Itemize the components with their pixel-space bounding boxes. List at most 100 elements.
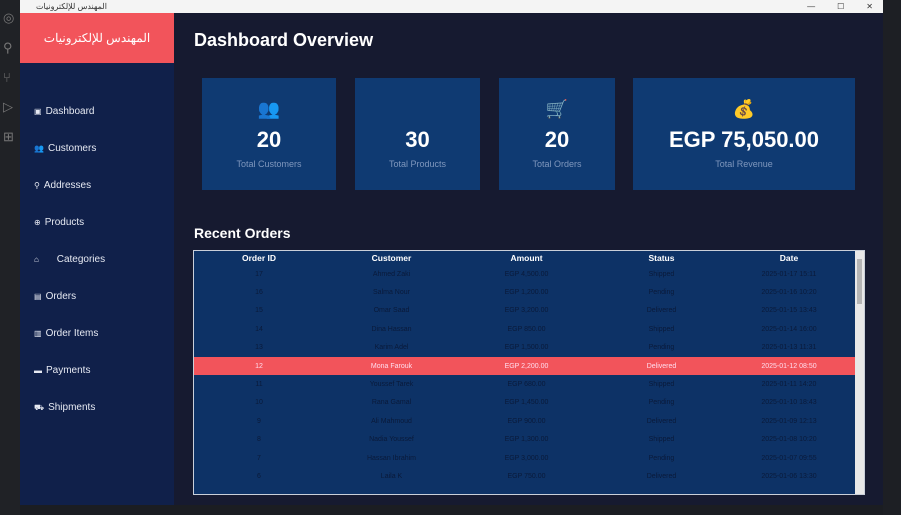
editor-activity-bar: ◎ ⚲ ⑂ ▷ ⊞ [0, 0, 20, 515]
table-row[interactable]: 14 Dina Hassan EGP 850.00 Shipped 2025-01-14… [194, 320, 864, 338]
table-cell: 17 [255, 270, 263, 278]
table-cell: Delivered [646, 362, 677, 370]
table-cell: 2025-01-13 11:31 [761, 344, 817, 352]
close-button[interactable]: ✕ [866, 2, 873, 11]
table-cell: EGP 1,200.00 [504, 289, 549, 297]
sidebar-item-label: Payments [46, 365, 91, 376]
sidebar-item-shipments[interactable]: ⛟ Shipments [20, 389, 174, 426]
column-header[interactable]: Status [648, 253, 675, 263]
table-cell: 8 [257, 436, 261, 444]
table-cell: 13 [255, 344, 263, 352]
stat-card: 🛒 20 Total Orders [499, 78, 615, 190]
table-cell: EGP 850.00 [507, 325, 546, 333]
table-row[interactable]: 8 Nadia Youssef EGP 1,300.00 Shipped 2025-01… [194, 431, 864, 449]
cart-icon: 🛒 [545, 99, 569, 119]
sidebar-item-order-items[interactable]: ▥ Order Items [20, 315, 174, 352]
sidebar-item-dashboard[interactable]: ▣ Dashboard [20, 93, 174, 130]
sidebar-item-orders[interactable]: ▤ Orders [20, 278, 174, 315]
column-header[interactable]: Date [779, 253, 799, 263]
sidebar-item-products[interactable]: ⊕ Products [20, 204, 174, 241]
table-cell: Pending [648, 399, 675, 407]
minimize-button[interactable]: — [807, 2, 816, 11]
stat-label: Total Products [388, 159, 447, 169]
page-title: Dashboard Overview [194, 30, 374, 50]
recent-orders-table: Order ID Customer Amount Status Date 17 Ahmed … [193, 250, 865, 495]
table-cell: Pending [648, 454, 675, 462]
table-cell: 6 [257, 472, 261, 480]
table-row[interactable]: 6 Laila K EGP 750.00 Delivered 2025-01-06 13… [194, 467, 864, 485]
table-cell: Laila K [380, 472, 403, 480]
table-cell: 2025-01-14 16:00 [761, 325, 817, 333]
sidebar-item-label: Customers [47, 143, 97, 154]
table-cell: 2025-01-11 14:20 [761, 381, 817, 389]
table-cell: 2025-01-10 18:43 [761, 399, 817, 407]
table-cell: Shipped [648, 381, 675, 389]
table-cell: Pending [648, 289, 675, 297]
table-cell: 15 [255, 307, 263, 315]
dashboard-icon: ▣ [34, 107, 42, 116]
table-row[interactable]: 17 Ahmed Zaki EGP 4,500.00 Shipped 2025-01-1… [194, 265, 864, 283]
editor-background [883, 0, 901, 515]
sidebar: المهندس للإلكترونيات ▣ Dashboard 👥 Customer… [20, 13, 174, 505]
sidebar-item-label: Order Items [45, 328, 99, 339]
table-cell: 2025-01-16 10:20 [761, 289, 817, 297]
sidebar-item-categories[interactable]: ⌂ Categories [20, 241, 174, 278]
customers-icon: 👥 [34, 144, 44, 153]
table-row[interactable]: 11 Youssef Tarek EGP 680.00 Shipped 2025-01-… [194, 375, 864, 393]
table-cell: Hassan Ibrahim [366, 454, 417, 462]
scrollbar[interactable] [855, 251, 864, 494]
maximize-button[interactable]: ☐ [837, 2, 845, 11]
table-row[interactable]: 16 Salma Nour EGP 1,200.00 Pending 2025-01-1… [194, 283, 864, 301]
title-bar: المهندس للإلكترونيات — ☐ ✕ [20, 0, 883, 13]
sidebar-item-addresses[interactable]: ⚲ Addresses [20, 167, 174, 204]
table-row[interactable]: 15 Omar Saad EGP 3,200.00 Delivered 2025-01-… [194, 302, 864, 320]
table-cell: Shipped [648, 325, 675, 333]
column-header[interactable]: Amount [510, 253, 543, 263]
table-row[interactable]: 9 Ali Mahmoud EGP 900.00 Delivered 2025-01-0… [194, 412, 864, 430]
table-cell: Salma Nour [373, 289, 410, 297]
table-row[interactable]: 13 Karim Adel EGP 1,500.00 Pending 2025-01-1… [194, 339, 864, 357]
table-cell: 14 [255, 325, 263, 333]
stat-card: 👥 20 Total Customers [202, 78, 336, 190]
table-cell: 2025-01-09 12:13 [761, 417, 817, 425]
column-header[interactable]: Customer [371, 253, 412, 263]
table-cell: Dina Hassan [371, 325, 412, 333]
stat-card: 30 Total Products [355, 78, 480, 190]
table-cell: 2025-01-15 13:43 [761, 307, 817, 315]
sidebar-item-label: Orders [45, 291, 77, 302]
recent-orders-title: Recent Orders [194, 225, 291, 241]
column-header[interactable]: Order ID [241, 253, 276, 263]
table-cell: Ahmed Zaki [372, 270, 411, 278]
table-cell: 2025-01-08 10:20 [761, 436, 817, 444]
table-cell: 11 [255, 381, 263, 389]
table-cell: 2025-01-07 09:55 [761, 454, 817, 462]
table-cell: EGP 4,500.00 [504, 270, 549, 278]
table-cell: Ali Mahmoud [371, 417, 412, 425]
table-cell: Rana Gamal [371, 399, 412, 407]
table-row[interactable]: 12 Mona Farouk EGP 2,200.00 Delivered 2025-0… [194, 356, 864, 376]
table-cell: EGP 1,300.00 [504, 436, 549, 444]
order-items-icon: ▥ [34, 329, 42, 338]
table-cell: EGP 1,500.00 [504, 344, 549, 352]
table-cell: EGP 3,000.00 [504, 454, 549, 462]
sidebar-item-payments[interactable]: ▬ Payments [20, 352, 174, 389]
main-content: Dashboard Overview 👥 20 Total Customers 30 T… [174, 13, 883, 505]
table-cell: Mona Farouk [370, 362, 413, 370]
table-cell: 7 [257, 454, 261, 462]
location-icon: ⚲ [34, 181, 40, 190]
stat-value: 20 [256, 127, 282, 152]
tag-icon: ⌂ [34, 255, 39, 264]
table-row[interactable]: 10 Rana Gamal EGP 1,450.00 Pending 2025-01-1… [194, 394, 864, 412]
table-row[interactable]: 7 Hassan Ibrahim EGP 3,000.00 Pending 2025-0… [194, 449, 864, 467]
sidebar-item-label: Categories [42, 254, 106, 265]
table-cell: Delivered [646, 472, 677, 480]
sidebar-item-label: Addresses [43, 180, 92, 191]
sidebar-item-customers[interactable]: 👥 Customers [20, 130, 174, 167]
shipments-icon: ⛟ [34, 402, 45, 412]
table-cell: Shipped [648, 436, 675, 444]
stat-label: Total Orders [532, 159, 582, 169]
table-cell: Delivered [646, 307, 677, 315]
table-cell: EGP 1,450.00 [504, 399, 549, 407]
table-cell: Shipped [648, 270, 675, 278]
scrollbar-thumb[interactable] [857, 259, 862, 304]
